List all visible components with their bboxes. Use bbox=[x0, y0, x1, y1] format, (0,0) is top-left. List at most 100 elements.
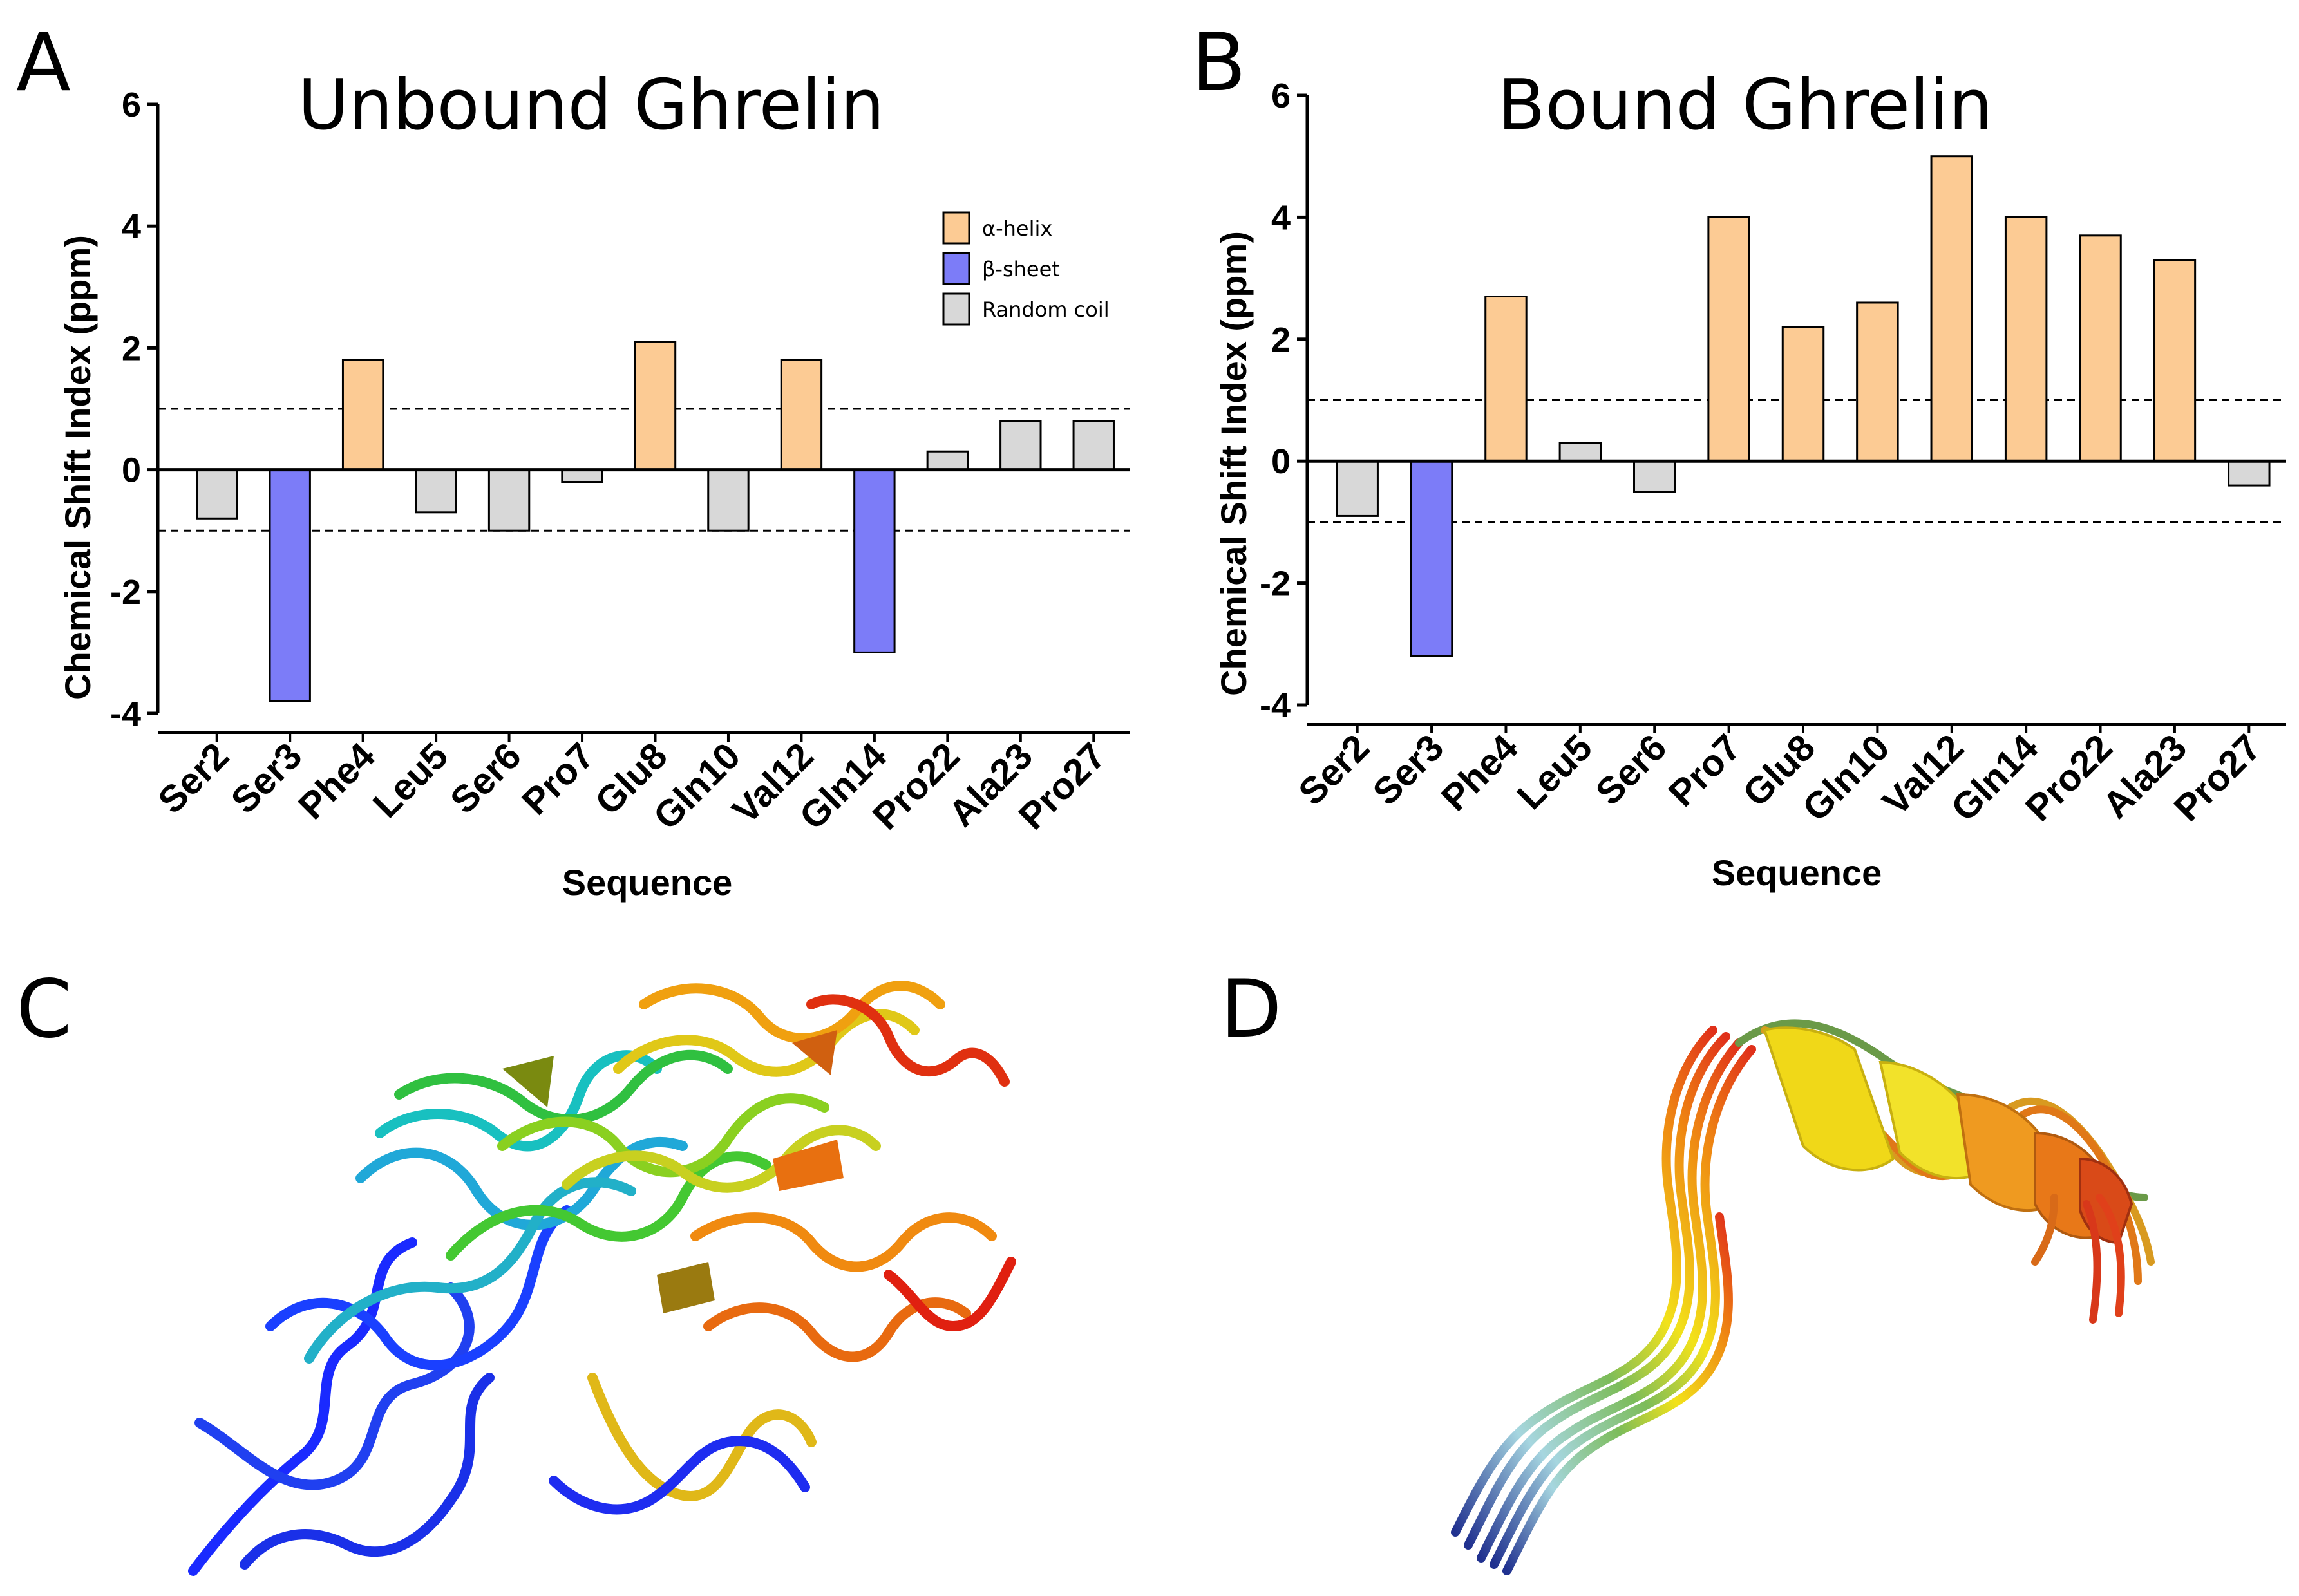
backbone-trace bbox=[587, 1373, 817, 1501]
y-tick-label: -4 bbox=[1260, 686, 1291, 725]
x-tick-label: Ser6 bbox=[442, 735, 529, 821]
backbone-trace bbox=[549, 1436, 810, 1515]
bar-ser6 bbox=[1633, 460, 1676, 493]
legend-swatch-sheet bbox=[942, 252, 970, 285]
x-tick-label: Ser6 bbox=[1588, 726, 1675, 813]
panel-label-a: A bbox=[16, 17, 71, 109]
y-tick-label: -2 bbox=[1260, 565, 1291, 603]
y-axis-title: Chemical Shift Index (ppm) bbox=[1213, 231, 1254, 696]
x-tick-label: Phe4 bbox=[290, 735, 383, 827]
x-axis-ticks: Ser2Ser3Phe4Leu5Ser6Pro7Glu8Gln10Val12Gl… bbox=[150, 733, 1113, 838]
backbone-trace bbox=[1464, 1032, 1730, 1550]
bar-gln14 bbox=[853, 469, 896, 653]
bar-pro7 bbox=[1707, 216, 1750, 462]
bar-leu5 bbox=[1558, 442, 1602, 462]
backbone-trace bbox=[1502, 1212, 1733, 1575]
y-tick-label: 0 bbox=[1271, 442, 1291, 481]
bar-ser6 bbox=[487, 469, 531, 532]
helix-ribbon bbox=[502, 1056, 554, 1107]
bar-series bbox=[1336, 155, 2271, 657]
backbone-trace bbox=[2096, 1194, 2125, 1317]
bar-glu8 bbox=[1781, 326, 1825, 462]
x-tick-label: Pro27 bbox=[2166, 726, 2269, 829]
legend-label-sheet: β-sheet bbox=[982, 257, 1060, 281]
bar-ser3 bbox=[269, 469, 311, 702]
legend: α-helix β-sheet Random coil bbox=[942, 211, 1110, 326]
y-tick-label: 2 bbox=[1271, 321, 1291, 359]
helix-ribbon bbox=[1763, 1026, 1895, 1172]
y-axis-ticks: -4 -2 0 2 4 6 bbox=[110, 86, 158, 733]
bar-phe4 bbox=[341, 359, 384, 471]
threshold-lines bbox=[158, 408, 1130, 532]
y-tick-label: 4 bbox=[1271, 198, 1291, 237]
helix-ribbon bbox=[657, 1262, 715, 1313]
bar-phe4 bbox=[1484, 296, 1528, 462]
x-axis-ticks: Ser2Ser3Phe4Leu5Ser6Pro7Glu8Gln10Val12Gl… bbox=[1291, 724, 2269, 829]
y-tick-label: 6 bbox=[1271, 77, 1291, 115]
backbone-trace bbox=[375, 1050, 662, 1152]
bar-pro22 bbox=[2079, 234, 2122, 462]
chart-title: Bound Ghrelin bbox=[1497, 65, 1992, 146]
legend-swatch-helix bbox=[942, 211, 970, 245]
backbone-trace bbox=[304, 1177, 636, 1364]
x-tick-label: Ser3 bbox=[1365, 726, 1452, 813]
axes bbox=[156, 104, 1130, 734]
y-tick-label: 0 bbox=[122, 451, 141, 490]
bar-gln14 bbox=[2004, 216, 2048, 462]
panel-label-c: C bbox=[16, 963, 72, 1056]
bar-pro7 bbox=[561, 469, 603, 483]
backbone-trace bbox=[1451, 1026, 1717, 1537]
bar-glu8 bbox=[634, 341, 677, 471]
backbone-trace bbox=[2083, 1200, 2101, 1324]
backbone-trace bbox=[1490, 1045, 1756, 1569]
y-axis-ticks: -4 -2 0 2 4 6 bbox=[1260, 77, 1307, 725]
backbone-trace bbox=[884, 1257, 1016, 1332]
legend-label-coil: Random coil bbox=[982, 297, 1110, 322]
x-tick-label: Leu5 bbox=[1509, 726, 1600, 818]
backbone-trace bbox=[240, 1373, 495, 1570]
x-tick-label: Ser3 bbox=[223, 735, 310, 821]
backbone-trace bbox=[446, 1151, 771, 1261]
bar-ala23 bbox=[2153, 259, 2197, 462]
axes bbox=[1305, 95, 2286, 726]
x-tick-label: Phe4 bbox=[1433, 726, 1526, 819]
legend-swatch-coil bbox=[942, 292, 970, 326]
bar-ala23 bbox=[999, 420, 1042, 471]
y-tick-label: 4 bbox=[122, 207, 141, 246]
y-axis-title: Chemical Shift Index (ppm) bbox=[57, 235, 98, 700]
x-tick-label: Pro7 bbox=[1661, 726, 1749, 814]
backbone-trace bbox=[2031, 1194, 2058, 1266]
y-tick-label: -4 bbox=[110, 695, 141, 733]
x-tick-label: Gln10 bbox=[1795, 726, 1898, 829]
x-tick-label: Pro7 bbox=[514, 735, 602, 823]
backbone-trace bbox=[690, 1212, 997, 1272]
bar-pro27 bbox=[1072, 420, 1115, 471]
bar-gln10 bbox=[707, 469, 750, 532]
bar-pro27 bbox=[2228, 460, 2271, 487]
x-tick-label: Ser2 bbox=[150, 735, 237, 821]
backbone-trace bbox=[194, 1282, 475, 1490]
backbone-trace bbox=[265, 1205, 572, 1371]
x-axis-title: Sequence bbox=[1712, 852, 1882, 893]
backbone-trace bbox=[639, 981, 945, 1044]
chart-title: Unbound Ghrelin bbox=[298, 65, 885, 146]
backbone-trace bbox=[497, 1093, 829, 1178]
y-tick-label: -2 bbox=[110, 573, 141, 612]
bar-val12 bbox=[780, 359, 823, 471]
panel-label-b: B bbox=[1191, 17, 1246, 109]
bar-val12 bbox=[1930, 155, 1974, 462]
bar-ser2 bbox=[196, 469, 238, 520]
y-tick-label: 2 bbox=[122, 329, 141, 368]
bar-ser2 bbox=[1336, 460, 1379, 517]
structure-ensemble-bound bbox=[1451, 1019, 2155, 1575]
structure-ensemble-unbound bbox=[188, 981, 1016, 1576]
x-tick-label: Leu5 bbox=[365, 735, 457, 826]
x-axis-title: Sequence bbox=[562, 862, 733, 903]
x-tick-label: Pro22 bbox=[2018, 726, 2121, 829]
backbone-trace bbox=[562, 1125, 881, 1193]
panel-label-d: D bbox=[1220, 963, 1282, 1056]
bar-pro22 bbox=[926, 450, 969, 471]
bar-ser3 bbox=[1410, 460, 1453, 657]
legend-label-helix: α-helix bbox=[982, 216, 1052, 241]
